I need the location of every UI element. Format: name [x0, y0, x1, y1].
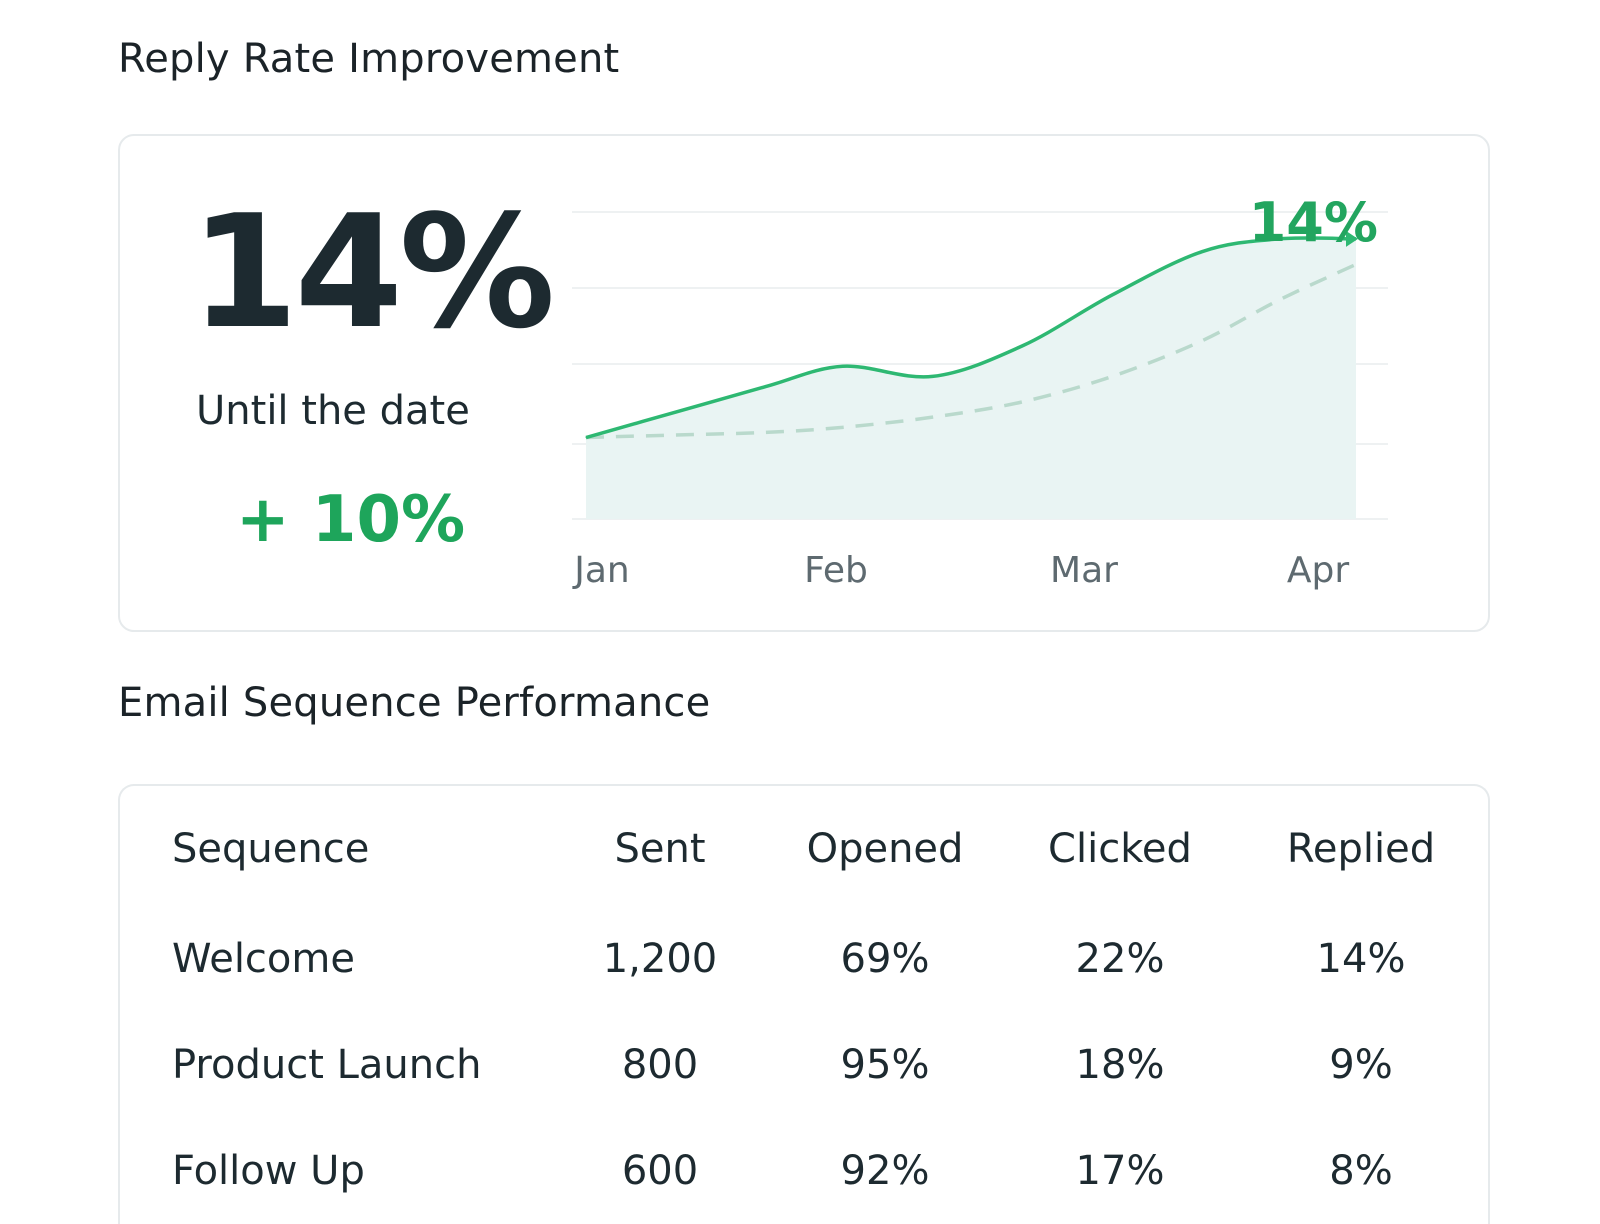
clicked-cell: 22% [1075, 936, 1165, 982]
opened-cell: 92% [840, 1148, 930, 1194]
data-point [585, 437, 587, 439]
sequence-performance-card: Sequence Sent Opened Clicked Replied Wel… [118, 784, 1490, 1224]
x-tick-label: Jan [572, 550, 630, 591]
chart-end-value-label: 14% [1249, 191, 1378, 254]
column-header-sequence: Sequence [172, 826, 370, 872]
column-header-replied: Replied [1286, 826, 1436, 872]
clicked-cell: 18% [1075, 1042, 1165, 1088]
reply-rate-delta: + 10% [236, 483, 466, 557]
x-tick-label: Apr [1287, 550, 1349, 591]
sequence-name-cell: Follow Up [172, 1148, 365, 1194]
sent-cell: 800 [621, 1042, 699, 1088]
data-point [1021, 345, 1023, 347]
arrow-end-icon [1346, 230, 1358, 247]
reply-rate-caption: Until the date [196, 388, 470, 434]
table-header-row: Sequence Sent Opened Clicked Replied [120, 786, 1492, 906]
reply-rate-chart: 14% Jan Feb Mar Apr [572, 191, 1388, 591]
table-row[interactable]: Welcome 1,200 69% 22% 14% [120, 906, 1492, 1012]
series-line-actual [585, 236, 1357, 440]
x-tick-label: Feb [804, 550, 868, 591]
opened-cell: 69% [840, 936, 930, 982]
data-point [932, 375, 933, 377]
data-point [675, 411, 677, 413]
replied-cell: 14% [1316, 936, 1406, 982]
table-row[interactable]: Follow Up 600 92% 17% 8% [120, 1118, 1492, 1224]
table-row[interactable]: Product Launch 800 95% 18% 9% [120, 1012, 1492, 1118]
x-tick-label: Mar [1050, 550, 1118, 591]
column-header-clicked: Clicked [1048, 826, 1192, 872]
replied-cell: 9% [1329, 1042, 1393, 1088]
data-point [765, 386, 767, 388]
data-point [1278, 238, 1280, 240]
sent-cell: 600 [621, 1148, 699, 1194]
data-point [1355, 238, 1357, 240]
sequence-name-cell: Product Launch [172, 1042, 482, 1088]
sequence-name-cell: Welcome [172, 936, 355, 982]
replied-cell: 8% [1329, 1148, 1393, 1194]
sequence-performance-title: Email Sequence Performance [118, 680, 711, 726]
chart-area-fill [586, 237, 1356, 520]
data-point [842, 365, 844, 367]
reply-rate-card: 14% Until the date + 10% 14% Jan Feb Mar Apr [118, 134, 1490, 632]
reply-rate-title: Reply Rate Improvement [118, 36, 620, 82]
column-header-sent: Sent [614, 826, 706, 872]
sent-cell: 1,200 [602, 936, 718, 982]
opened-cell: 95% [840, 1042, 930, 1088]
sequence-performance-table: Sequence Sent Opened Clicked Replied Wel… [120, 786, 1492, 1224]
column-header-opened: Opened [806, 826, 964, 872]
reply-rate-value: 14% [190, 181, 555, 363]
clicked-cell: 17% [1075, 1148, 1165, 1194]
series-line-baseline [585, 262, 1357, 440]
data-point [1111, 294, 1113, 296]
data-point [1201, 251, 1203, 253]
